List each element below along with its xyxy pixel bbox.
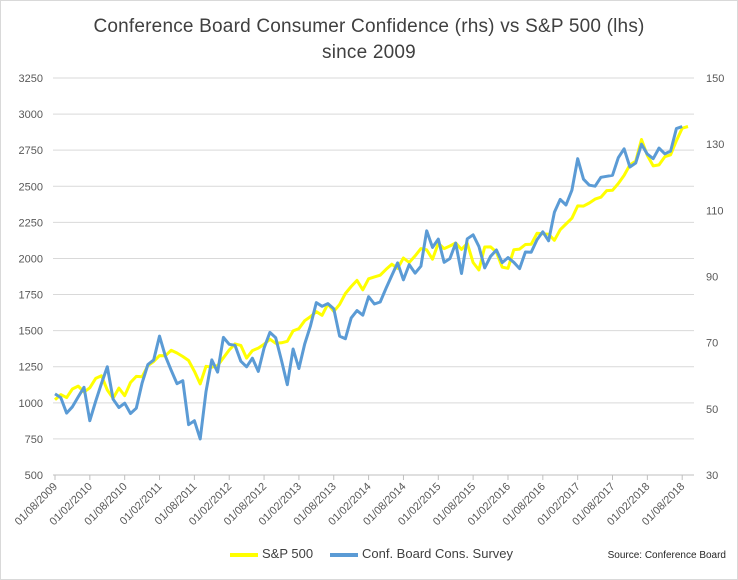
y-right-tick-label: 110 bbox=[706, 205, 724, 217]
legend-label-conf-board: Conf. Board Cons. Survey bbox=[362, 546, 514, 561]
y-left-tick-label: 1250 bbox=[19, 362, 43, 374]
y-right-tick-label: 50 bbox=[706, 404, 718, 416]
y-left-tick-label: 2250 bbox=[19, 217, 43, 229]
y-left-tick-label: 750 bbox=[25, 434, 43, 446]
y-right-tick-label: 70 bbox=[706, 338, 718, 350]
chart-title: Conference Board Consumer Confidence (rh… bbox=[93, 16, 645, 37]
y-left-tick-label: 2750 bbox=[19, 145, 43, 157]
legend-label-sp500: S&P 500 bbox=[262, 546, 314, 561]
series-line-conf-board bbox=[54, 125, 683, 441]
series-line-sp500 bbox=[53, 125, 689, 401]
y-right-tick-label: 130 bbox=[706, 139, 724, 151]
legend-swatch-sp500 bbox=[230, 552, 258, 557]
legend-item-sp500: S&P 500 bbox=[230, 546, 313, 561]
legend-swatch-conf-board bbox=[330, 552, 358, 557]
chart-subtitle: since 2009 bbox=[322, 42, 416, 63]
y-left-tick-label: 1750 bbox=[19, 290, 43, 302]
y-left-tick-label: 2000 bbox=[19, 253, 43, 265]
y-right-tick-label: 90 bbox=[706, 272, 718, 284]
y-right-tick-label: 150 bbox=[706, 73, 724, 85]
y-left-tick-label: 1000 bbox=[19, 398, 43, 410]
y-left-tick-label: 3250 bbox=[19, 73, 43, 85]
y-left-tick-label: 2500 bbox=[19, 181, 43, 193]
y-left-tick-label: 3000 bbox=[19, 109, 43, 121]
legend-item-conf-board: Conf. Board Cons. Survey bbox=[330, 546, 513, 561]
source-note: Source: Conference Board bbox=[607, 550, 726, 561]
y-left-tick-label: 1500 bbox=[19, 326, 43, 338]
y-right-tick-label: 30 bbox=[706, 470, 718, 482]
y-left-tick-label: 500 bbox=[25, 470, 43, 482]
